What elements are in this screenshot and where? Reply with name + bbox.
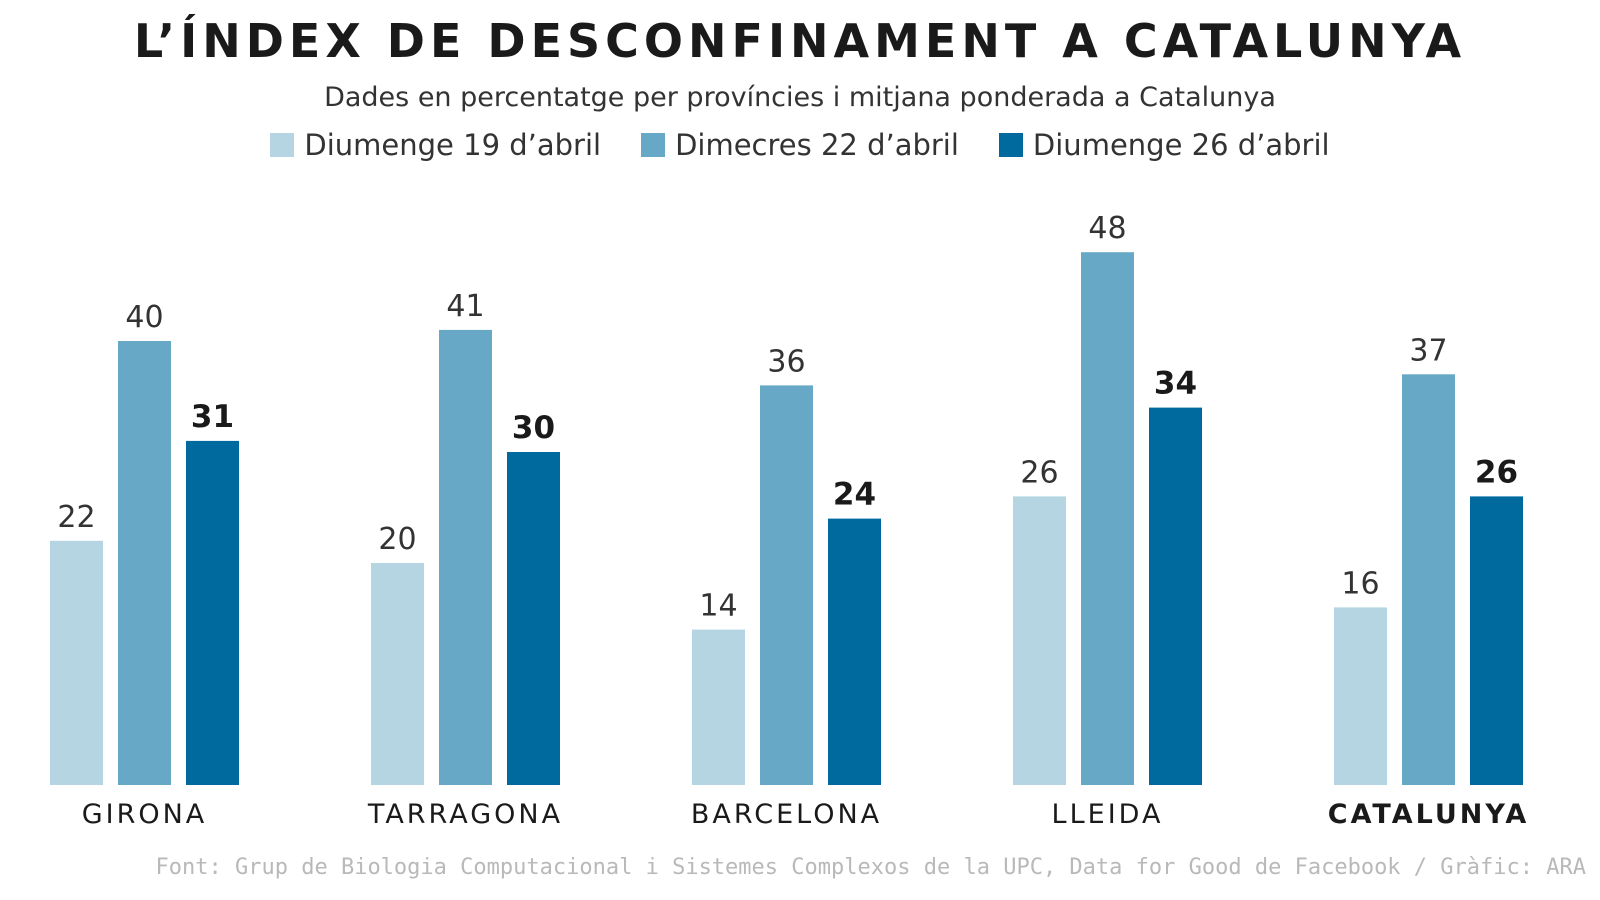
value-label-tarragona-series-3: 30: [512, 410, 555, 446]
category-label-barcelona: BARCELONA: [691, 799, 882, 830]
value-label-barcelona-series-1: 14: [699, 589, 737, 624]
chart-title: L’ÍNDEX DE DESCONFINAMENT A CATALUNYA: [133, 14, 1467, 68]
legend-swatch-series-2: [641, 133, 666, 157]
value-label-catalunya-series-3: 26: [1475, 454, 1518, 490]
category-label-catalunya: CATALUNYA: [1328, 799, 1529, 830]
value-label-girona-series-1: 22: [57, 500, 95, 535]
legend-label-series-2: Dimecres 22 d’abril: [675, 128, 959, 162]
value-label-lleida-series-2: 48: [1088, 211, 1126, 246]
legend-swatch-series-1: [270, 133, 295, 157]
bar-catalunya-series-2: [1402, 374, 1455, 785]
legend-item-series-3: Diumenge 26 d’abril: [998, 128, 1330, 162]
bar-girona-series-3: [186, 440, 239, 785]
value-label-girona-series-3: 31: [191, 399, 234, 435]
category-label-lleida: LLEIDA: [1052, 799, 1164, 830]
bar-barcelona-series-2: [760, 385, 813, 785]
bar-catalunya-series-3: [1470, 496, 1523, 785]
legend-label-series-3: Diumenge 26 d’abril: [1032, 128, 1330, 162]
bar-barcelona-series-3: [828, 518, 881, 785]
bar-tarragona-series-2: [439, 329, 492, 785]
bar-barcelona-series-1: [692, 629, 745, 785]
bar-girona-series-1: [50, 540, 103, 785]
value-label-girona-series-2: 40: [125, 300, 163, 335]
bar-tarragona-series-1: [371, 563, 424, 785]
bar-lleida-series-3: [1149, 407, 1202, 785]
value-label-catalunya-series-2: 37: [1409, 333, 1447, 368]
value-label-tarragona-series-1: 20: [378, 522, 416, 557]
bar-chart: 22 40 31 GIRONA 20 41 30 TARRAGONA 14 36 24 BARCELO…: [50, 211, 1529, 830]
category-label-tarragona: TARRAGONA: [367, 799, 563, 830]
value-label-barcelona-series-3: 24: [833, 477, 876, 513]
legend-swatch-series-3: [998, 133, 1023, 157]
value-label-barcelona-series-2: 36: [767, 344, 805, 379]
value-label-lleida-series-3: 34: [1154, 366, 1197, 402]
legend-item-series-1: Diumenge 19 d’abril: [270, 128, 601, 162]
chart-subtitle: Dades en percentatge per províncies i mi…: [324, 82, 1276, 113]
bar-catalunya-series-1: [1334, 607, 1387, 785]
legend-item-series-2: Dimecres 22 d’abril: [641, 128, 959, 162]
bar-girona-series-2: [118, 341, 171, 785]
value-label-catalunya-series-1: 16: [1341, 566, 1379, 601]
value-label-tarragona-series-2: 41: [446, 289, 484, 324]
legend-label-series-1: Diumenge 19 d’abril: [304, 128, 602, 162]
source-note: Font: Grup de Biologia Computacional i S…: [155, 855, 1586, 880]
bar-lleida-series-1: [1013, 496, 1066, 785]
chart-legend: Diumenge 19 d’abril Dimecres 22 d’abril …: [0, 128, 1600, 162]
category-label-girona: GIRONA: [82, 799, 208, 830]
bar-tarragona-series-3: [507, 452, 560, 785]
value-label-lleida-series-1: 26: [1020, 455, 1058, 490]
bar-lleida-series-2: [1081, 252, 1134, 785]
